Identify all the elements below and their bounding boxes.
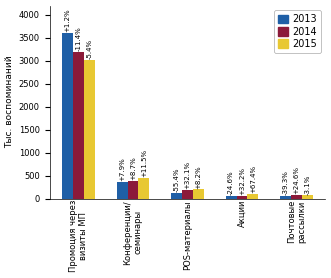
- Bar: [84, 60, 95, 199]
- Text: +1.2%: +1.2%: [65, 9, 71, 32]
- Bar: [226, 196, 237, 199]
- Text: -39.3%: -39.3%: [283, 170, 289, 195]
- Text: -3.1%: -3.1%: [305, 174, 310, 195]
- Text: -55.4%: -55.4%: [173, 167, 180, 192]
- Bar: [117, 182, 127, 199]
- Y-axis label: Тыс. воспоминаний: Тыс. воспоминаний: [6, 56, 15, 148]
- Bar: [237, 196, 248, 199]
- Bar: [291, 195, 302, 199]
- Text: +24.6%: +24.6%: [294, 166, 300, 194]
- Bar: [193, 190, 204, 199]
- Bar: [182, 190, 193, 199]
- Bar: [248, 194, 259, 199]
- Text: +8.2%: +8.2%: [195, 165, 201, 188]
- Text: +8.7%: +8.7%: [130, 156, 136, 180]
- Bar: [280, 196, 291, 199]
- Text: +32.1%: +32.1%: [184, 161, 191, 189]
- Bar: [138, 178, 149, 199]
- Text: -5.4%: -5.4%: [86, 39, 92, 59]
- Bar: [171, 193, 182, 199]
- Text: +32.2%: +32.2%: [239, 167, 245, 195]
- Bar: [127, 181, 138, 199]
- Bar: [73, 51, 84, 199]
- Legend: 2013, 2014, 2015: 2013, 2014, 2015: [274, 10, 321, 53]
- Text: +67.4%: +67.4%: [250, 165, 256, 193]
- Text: -24.6%: -24.6%: [228, 171, 234, 195]
- Text: +7.9%: +7.9%: [119, 157, 125, 181]
- Text: -11.4%: -11.4%: [75, 26, 81, 51]
- Bar: [62, 33, 73, 199]
- Text: +11.5%: +11.5%: [141, 149, 147, 177]
- Bar: [302, 195, 313, 199]
